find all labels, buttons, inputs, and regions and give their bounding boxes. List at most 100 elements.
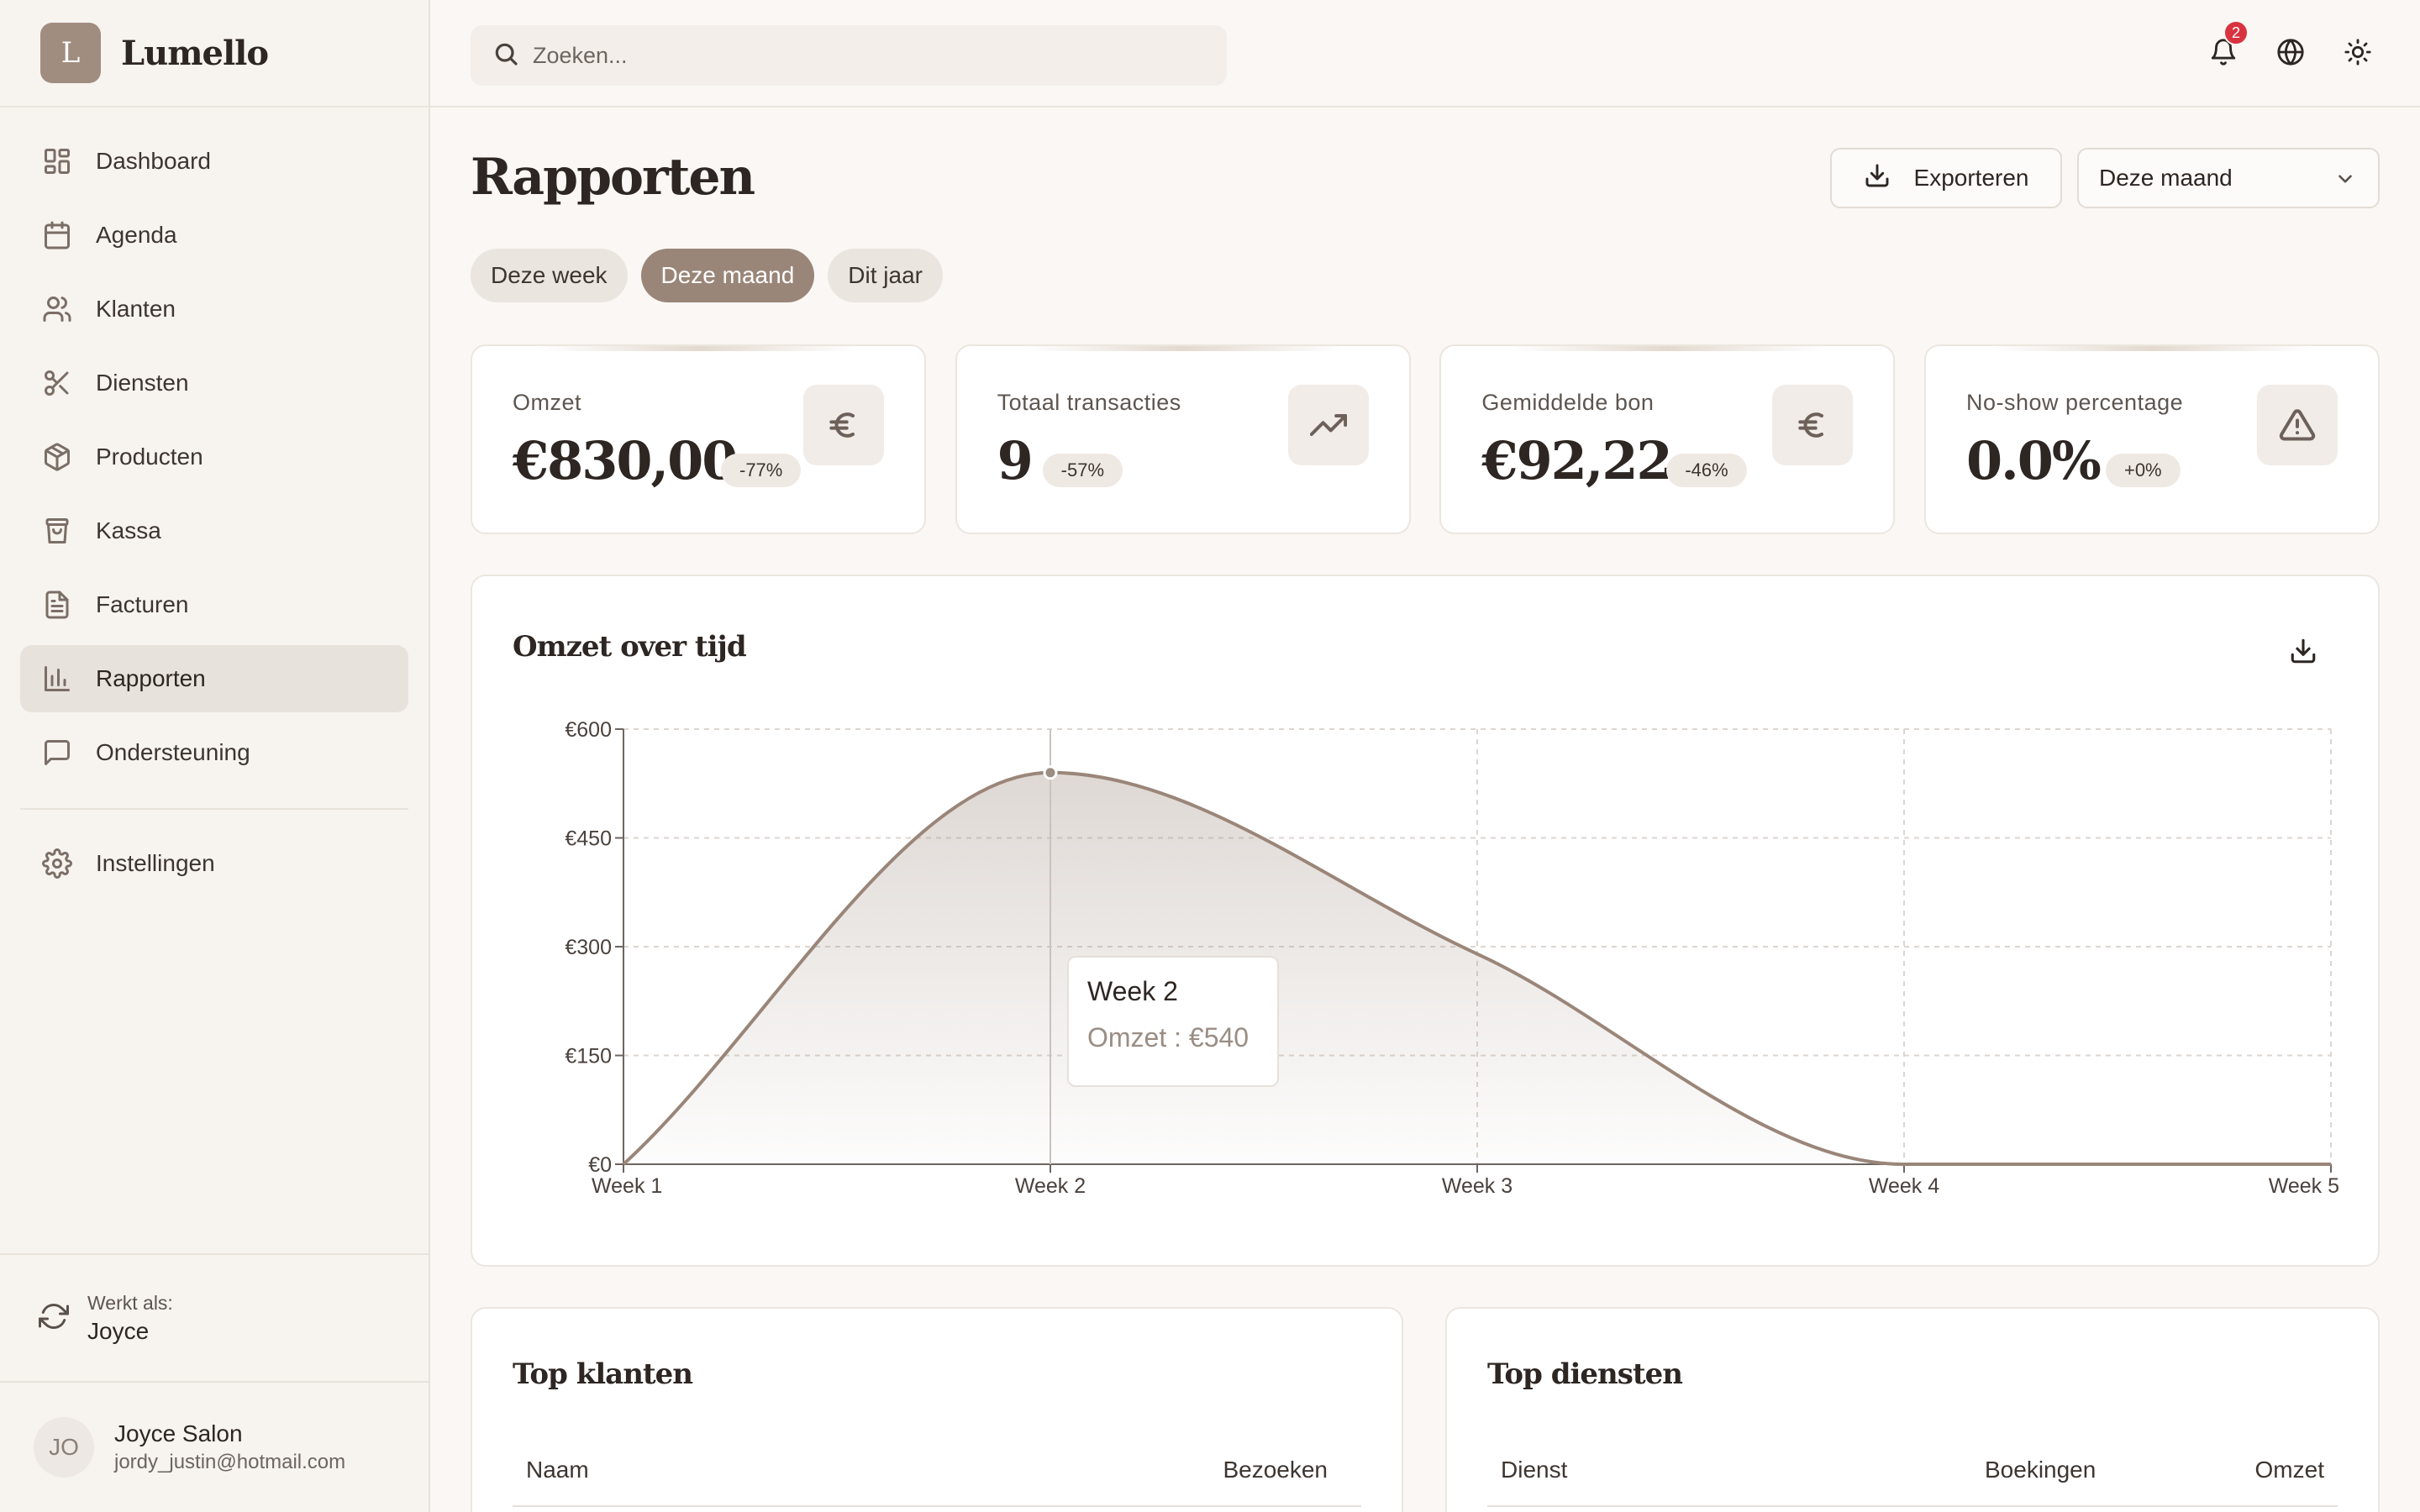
brand[interactable]: L Lumello <box>0 0 429 108</box>
column-header: Boekingen <box>1985 1457 2096 1483</box>
tooltip-value: Omzet : €540 <box>1087 1022 1249 1053</box>
euro-icon <box>1772 385 1854 465</box>
works-as-label: Werkt als: <box>87 1291 173 1314</box>
gear-icon <box>40 847 74 880</box>
chart-title: Omzet over tijd <box>513 630 747 664</box>
shopping-bag-icon <box>40 514 74 548</box>
kpi-change-badge: -46% <box>1666 454 1747 487</box>
scissors-icon <box>40 366 74 400</box>
tooltip-amount: €540 <box>1188 1022 1249 1053</box>
sidebar-nav: Dashboard Agenda Klanten Diensten Produc… <box>0 108 429 786</box>
column-header: Omzet <box>2254 1457 2324 1483</box>
sidebar-item-klanten[interactable]: Klanten <box>20 276 408 343</box>
y-tick-label: €300 <box>565 936 612 959</box>
kpi-card-omzet: Omzet €830,00 -77% <box>471 344 926 534</box>
calendar-icon <box>40 218 74 252</box>
sidebar-item-ondersteuning[interactable]: Ondersteuning <box>20 719 408 786</box>
download-icon <box>1864 162 1914 195</box>
kpi-label: No-show percentage <box>1965 390 2184 415</box>
file-text-icon <box>40 588 74 622</box>
revenue-chart[interactable]: €0 €150 €300 €450 €600 Week 1 Week 2 Week 3 Week… <box>472 576 2378 1265</box>
tab-deze-maand[interactable]: Deze maand <box>640 249 815 302</box>
trending-up-icon <box>1287 385 1369 465</box>
top-clients-title: Top klanten <box>513 1357 693 1391</box>
tooltip-title: Week 2 <box>1087 976 1178 1006</box>
top-clients-header: Naam Bezoeken <box>513 1440 1361 1507</box>
switch-user[interactable]: Werkt als: Joyce <box>0 1253 429 1383</box>
dashboard-icon <box>40 144 74 178</box>
tab-deze-week[interactable]: Deze week <box>471 249 628 302</box>
x-tick-label: Week 3 <box>1442 1174 1512 1198</box>
avatar: JO <box>34 1417 94 1478</box>
chart-download-button[interactable] <box>2289 637 2323 670</box>
top-services-title: Top diensten <box>1487 1357 1683 1391</box>
sidebar-item-label: Diensten <box>96 370 189 396</box>
x-tick-label: Week 2 <box>1015 1174 1086 1198</box>
data-point-active <box>1043 765 1058 780</box>
sidebar-item-label: Instellingen <box>96 850 215 876</box>
sidebar-item-instellingen[interactable]: Instellingen <box>20 830 408 897</box>
sidebar-divider <box>20 808 408 810</box>
sidebar-item-label: Facturen <box>96 591 189 617</box>
sidebar-item-agenda[interactable]: Agenda <box>20 202 408 269</box>
column-header: Bezoeken <box>1223 1457 1328 1483</box>
kpi-card-no-show: No-show percentage 0.0% +0% <box>1923 344 2380 534</box>
chart-tooltip: Week 2 Omzet : €540 <box>1067 956 1279 1087</box>
euro-icon <box>803 385 884 465</box>
kpi-label: Gemiddelde bon <box>1481 390 1655 415</box>
language-button[interactable] <box>2269 32 2312 76</box>
y-tick-label: €450 <box>565 827 612 851</box>
sidebar-item-label: Agenda <box>96 222 177 248</box>
series-line-omzet <box>622 770 2331 1166</box>
refresh-icon <box>39 1301 69 1336</box>
sidebar-item-facturen[interactable]: Facturen <box>20 571 408 638</box>
bar-chart-icon <box>40 662 74 696</box>
export-button[interactable]: Exporteren <box>1830 148 2062 208</box>
profile-name: Joyce Salon <box>114 1420 243 1446</box>
sidebar-item-producten[interactable]: Producten <box>20 423 408 491</box>
revenue-chart-card: Omzet over tijd €0 €150 €300 €450 €600 Week 1… <box>471 575 2380 1267</box>
tooltip-series: Omzet <box>1087 1022 1167 1053</box>
package-icon <box>40 440 74 474</box>
search-input[interactable] <box>533 42 1205 69</box>
theme-toggle-button[interactable] <box>2336 32 2380 76</box>
y-tick-label: €600 <box>565 718 612 742</box>
topbar-actions: 2 <box>2178 20 2380 76</box>
search-bar[interactable] <box>471 25 1227 86</box>
kpi-card-gemiddelde-bon: Gemiddelde bon €92,22 -46% <box>1439 344 1896 534</box>
notifications-button[interactable]: 2 <box>2202 20 2249 76</box>
sidebar-item-label: Rapporten <box>96 665 206 691</box>
kpi-value: 9 <box>997 430 1034 491</box>
globe-icon <box>2276 38 2305 71</box>
sidebar-item-rapporten[interactable]: Rapporten <box>20 645 408 712</box>
kpi-change-badge: -57% <box>1042 454 1123 487</box>
period-select-value: Deze maand <box>2099 165 2233 191</box>
column-header: Naam <box>526 1457 589 1483</box>
top-clients-card: Top klanten Naam Bezoeken <box>471 1307 1403 1512</box>
kpi-value: €830,00 <box>513 430 738 491</box>
brand-logo: L <box>40 23 101 83</box>
kpi-value: 0.0% <box>1965 430 2102 491</box>
kpi-label: Omzet <box>513 390 582 415</box>
search-icon <box>492 40 519 71</box>
kpi-cards: Omzet €830,00 -77% Totaal transacties 9 … <box>471 344 2380 534</box>
sidebar-item-kassa[interactable]: Kassa <box>20 497 408 564</box>
kpi-card-transacties: Totaal transacties 9 -57% <box>955 344 1411 534</box>
sidebar-item-diensten[interactable]: Diensten <box>20 349 408 417</box>
users-icon <box>40 292 74 326</box>
sidebar-item-dashboard[interactable]: Dashboard <box>20 128 408 195</box>
page-title: Rapporten <box>471 148 755 207</box>
period-tabs: Deze week Deze maand Dit jaar <box>471 249 956 302</box>
kpi-change-badge: -77% <box>721 454 802 487</box>
kpi-value: €92,22 <box>1481 430 1672 491</box>
tab-dit-jaar[interactable]: Dit jaar <box>828 249 943 302</box>
download-icon <box>2289 638 2317 669</box>
sidebar-item-label: Klanten <box>96 296 176 322</box>
kpi-change-badge: +0% <box>2105 454 2181 487</box>
notification-badge: 2 <box>2223 20 2249 45</box>
topbar: 2 <box>430 0 2420 108</box>
x-tick-label: Week 4 <box>1869 1174 1939 1198</box>
period-select[interactable]: Deze maand <box>2077 148 2380 208</box>
sidebar-item-label: Dashboard <box>96 148 211 174</box>
user-profile[interactable]: JO Joyce Salon jordy_justin@hotmail.com <box>0 1383 429 1512</box>
